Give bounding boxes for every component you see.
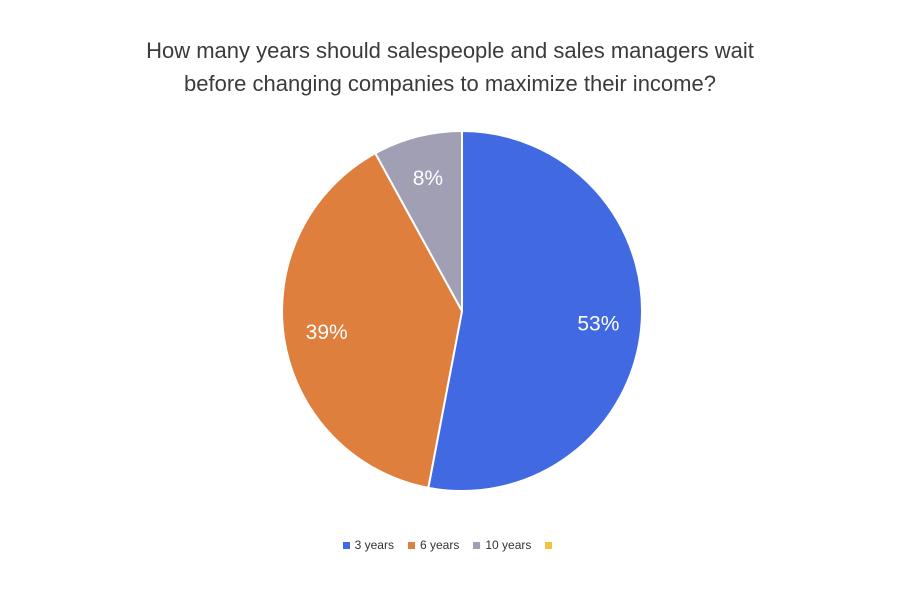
legend-label-3-years: 3 years — [354, 538, 394, 552]
legend-label-10-years: 10 years — [485, 538, 532, 552]
legend-label-6-years: 6 years — [419, 538, 460, 552]
legend-item-3-years: 3 years — [342, 538, 394, 552]
legend-swatch-3-years — [342, 541, 350, 549]
chart-title-line-2: before changing companies to maximize th… — [184, 71, 716, 96]
legend-item-10-years: 10 years — [473, 538, 531, 552]
legend-item-4 — [545, 541, 557, 549]
legend-swatch-4 — [545, 541, 553, 549]
legend-swatch-6-years — [407, 541, 415, 549]
chart-title-line-1: How many years should salespeople and sa… — [146, 38, 754, 63]
legend-item-6-years: 6 years — [407, 538, 460, 552]
pie-slice-label-3: 8% — [413, 167, 443, 190]
pie-slice-2 — [281, 152, 463, 489]
pie-slice-1 — [427, 130, 643, 492]
pie-slice-3 — [374, 130, 463, 312]
pie-slice-label-2: 39% — [306, 321, 348, 344]
chart-legend: 3 years 6 years 10 years — [0, 538, 900, 552]
chart-title: How many years should salespeople and sa… — [0, 34, 900, 100]
legend-swatch-10-years — [473, 541, 481, 549]
pie-slice-label-1: 53% — [577, 312, 619, 335]
